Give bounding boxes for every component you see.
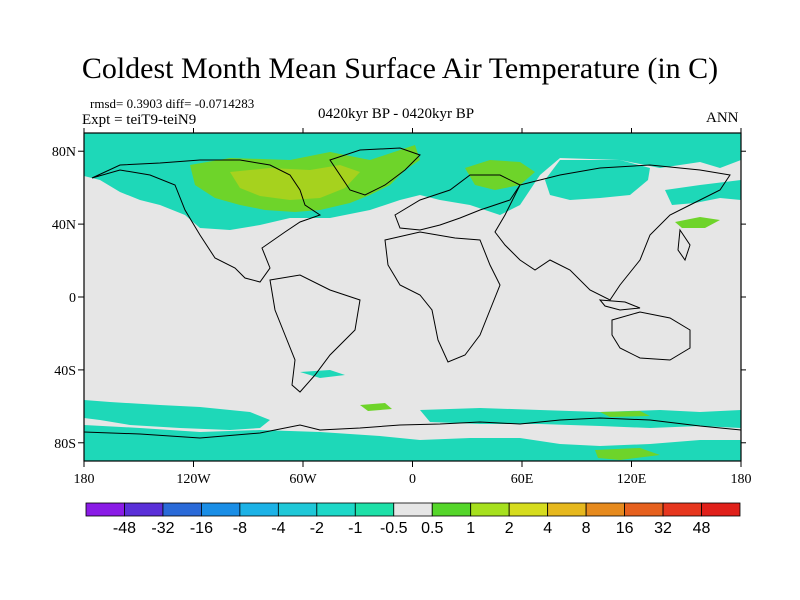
colorbar-swatch (547, 502, 587, 517)
lon-tick-label: 60W (289, 472, 317, 487)
lon-tick-label: 60E (511, 472, 534, 487)
colorbar-label: -32 (151, 520, 174, 537)
lon-tick-label: 180 (74, 472, 95, 487)
rmsd-diff-stats: rmsd= 0.3903 diff= -0.0714283 (90, 96, 255, 111)
longitude-axis: 180 120W 60W 0 60E 120E 180 (74, 128, 752, 487)
colorbar (85, 502, 741, 517)
coastline-europe (394, 174, 521, 231)
coastline-africa (384, 231, 501, 363)
colorbar-swatch (239, 502, 279, 517)
coastline-australia (611, 311, 691, 361)
period-label: 0420kyr BP - 0420kyr BP (318, 106, 475, 122)
lat-tick-label: 40N (52, 218, 76, 233)
colorbar-labels: -48 -32 -16 -8 -4 -2 -1 -0.5 0.5 1 2 4 8 16 32 48 (113, 520, 711, 537)
south-pacific-cool-region (84, 400, 270, 430)
coastline-greenland (329, 147, 421, 196)
colorbar-swatch (431, 502, 472, 517)
coastline-japan (677, 228, 691, 262)
lon-tick-label: 180 (731, 472, 752, 487)
colorbar-label: -8 (233, 520, 247, 537)
colorbar-label: -16 (190, 520, 213, 537)
atlantic-south-cool-patch (300, 370, 345, 378)
coastline-north-america (91, 159, 322, 283)
pacific-warm-patch (675, 217, 720, 228)
colorbar-swatch (316, 502, 356, 517)
season-label: ANN (706, 110, 739, 126)
colorbar-label: 0.5 (421, 520, 443, 537)
colorbar-label: -2 (310, 520, 324, 537)
colorbar-label: 16 (616, 520, 634, 537)
experiment-label: Expt = teiT9-teiN9 (82, 112, 197, 128)
lon-tick-label: 0 (409, 472, 416, 487)
lat-tick-label: 80N (52, 145, 76, 160)
colorbar-label: -1 (348, 520, 362, 537)
colorbar-swatch (393, 502, 433, 517)
colorbar-label: 1 (466, 520, 475, 537)
colorbar-label: 4 (543, 520, 552, 537)
colorbar-swatch (354, 502, 395, 517)
colorbar-swatch (124, 502, 164, 517)
lat-tick-label: 0 (69, 291, 76, 306)
southern-warm-patch-2 (600, 411, 650, 417)
coastlines (84, 147, 741, 439)
colorbar-swatch (701, 502, 741, 517)
colorbar-swatch (470, 502, 510, 517)
colorbar-label: -0.5 (380, 520, 408, 537)
colorbar-label: 32 (654, 520, 672, 537)
coastline-asia (494, 164, 731, 301)
colorbar-swatch (85, 502, 125, 517)
colorbar-label: 2 (505, 520, 514, 537)
coastline-indonesia (598, 299, 641, 311)
siberia-cool-region (545, 160, 650, 200)
colorbar-swatch (162, 502, 202, 517)
lat-tick-label: 80S (54, 437, 76, 452)
southern-warm-patch-1 (360, 403, 392, 411)
colorbar-label: -48 (113, 520, 136, 537)
coastline-south-america (269, 274, 361, 393)
coastline-antarctica (84, 417, 741, 439)
colorbar-label: 8 (582, 520, 591, 537)
colorbar-swatch (624, 502, 664, 517)
colorbar-swatch (201, 502, 241, 517)
lat-tick-label: 40S (54, 364, 76, 379)
lon-tick-label: 120W (176, 472, 211, 487)
colorbar-swatch (585, 502, 625, 517)
latitude-axis: 80N 40N 0 40S 80S (52, 145, 746, 452)
plot-title: Coldest Month Mean Surface Air Temperatu… (81, 52, 719, 85)
colorbar-swatch (277, 502, 318, 517)
colorbar-label: -4 (271, 520, 285, 537)
lon-tick-label: 120E (617, 472, 647, 487)
antarctic-warm-patch (595, 448, 660, 460)
colorbar-swatch (508, 502, 549, 517)
colorbar-swatch (662, 502, 702, 517)
colorbar-label: 48 (693, 520, 711, 537)
